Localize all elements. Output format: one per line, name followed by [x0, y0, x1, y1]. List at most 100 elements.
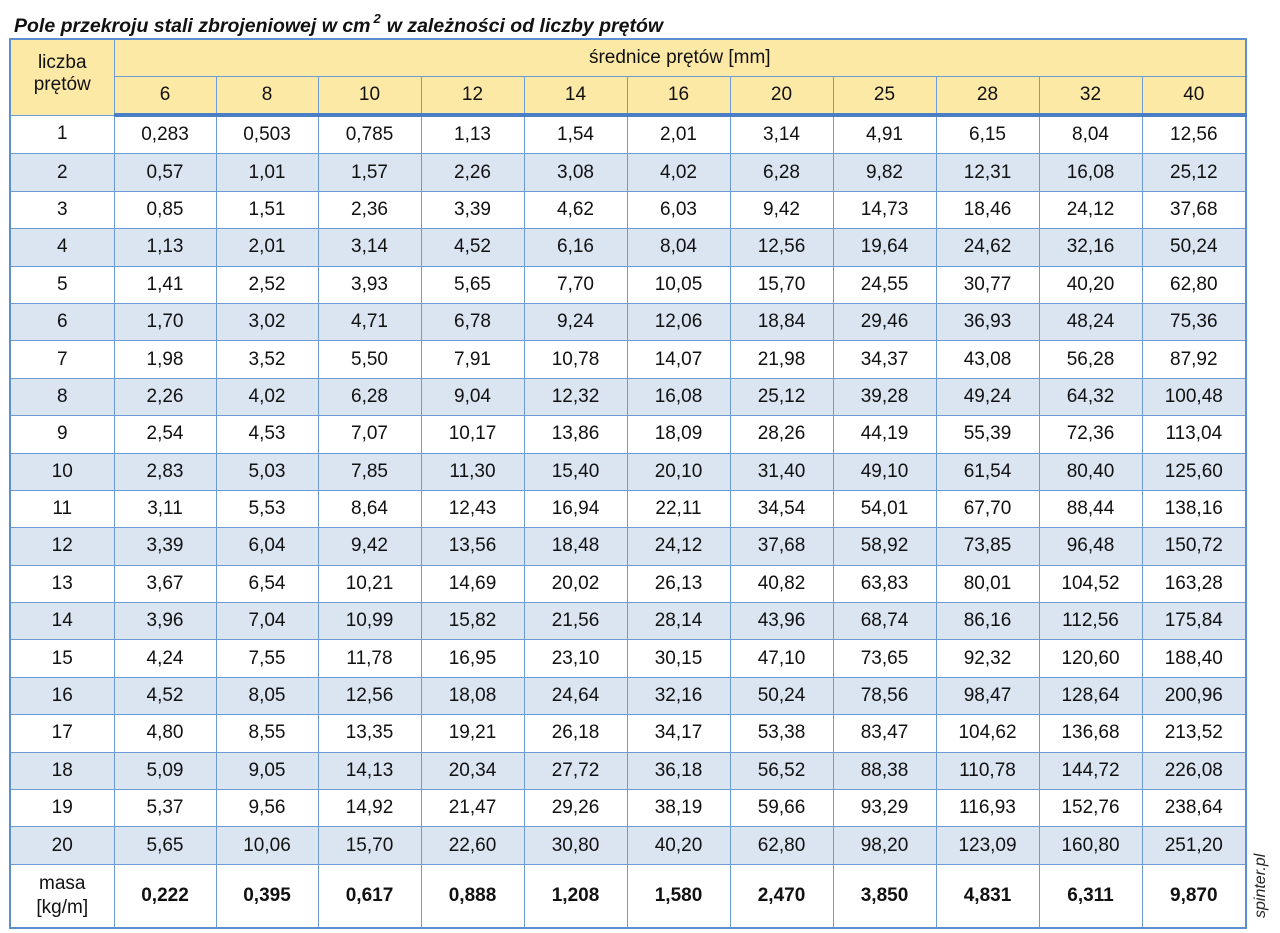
- area-value-cell: 251,20: [1141, 826, 1247, 865]
- diameter-header-cell: 14: [523, 76, 628, 117]
- area-value-cell: 24,64: [523, 676, 628, 716]
- area-value-cell: 32,16: [1038, 228, 1143, 267]
- area-value-cell: 188,40: [1141, 639, 1247, 678]
- area-value-cell: 18,84: [729, 302, 834, 342]
- area-value-cell: 14,13: [317, 751, 422, 791]
- mass-value-cell: 0,395: [215, 863, 319, 929]
- area-value-cell: 15,70: [729, 265, 834, 304]
- area-value-cell: 29,26: [523, 789, 628, 828]
- area-value-cell: 1,01: [215, 153, 319, 192]
- bar-count-cell: 3: [9, 190, 115, 230]
- area-value-cell: 10,21: [317, 564, 422, 604]
- diameter-header-cell: 25: [832, 76, 937, 117]
- area-value-cell: 200,96: [1141, 676, 1247, 716]
- area-value-cell: 26,13: [626, 564, 731, 604]
- area-value-cell: 9,42: [317, 527, 422, 566]
- bar-count-cell: 11: [9, 489, 115, 529]
- area-value-cell: 53,38: [729, 714, 834, 753]
- area-value-cell: 16,08: [1038, 153, 1143, 192]
- area-value-cell: 226,08: [1141, 751, 1247, 791]
- area-value-cell: 1,13: [420, 114, 525, 155]
- table-row: 18 5,09 9,05 14,13 20,34 27,72 36,18 56,52 88,38…: [9, 751, 1247, 791]
- area-value-cell: 6,15: [935, 114, 1040, 155]
- area-value-cell: 3,96: [113, 602, 217, 641]
- area-value-cell: 49,24: [935, 377, 1040, 417]
- area-value-cell: 160,80: [1038, 826, 1143, 865]
- area-value-cell: 86,16: [935, 602, 1040, 641]
- table-row: 13 3,67 6,54 10,21 14,69 20,02 26,13 40,82 63,83…: [9, 564, 1247, 604]
- area-value-cell: 4,52: [420, 228, 525, 267]
- area-value-cell: 12,31: [935, 153, 1040, 192]
- area-value-cell: 18,48: [523, 527, 628, 566]
- area-value-cell: 138,16: [1141, 489, 1247, 529]
- area-value-cell: 88,44: [1038, 489, 1143, 529]
- area-value-cell: 116,93: [935, 789, 1040, 828]
- area-value-cell: 15,82: [420, 602, 525, 641]
- area-value-cell: 24,55: [832, 265, 937, 304]
- area-value-cell: 50,24: [1141, 228, 1247, 267]
- table-row: 6 1,70 3,02 4,71 6,78 9,24 12,06 18,84 29,46 36,9…: [9, 302, 1247, 342]
- area-value-cell: 14,07: [626, 340, 731, 379]
- area-value-cell: 54,01: [832, 489, 937, 529]
- diameter-header-cell: 8: [215, 76, 319, 117]
- area-value-cell: 37,68: [729, 527, 834, 566]
- area-value-cell: 110,78: [935, 751, 1040, 791]
- area-value-cell: 22,11: [626, 489, 731, 529]
- area-value-cell: 13,35: [317, 714, 422, 753]
- table-row: 15 4,24 7,55 11,78 16,95 23,10 30,15 47,10 73,65…: [9, 639, 1247, 678]
- area-value-cell: 27,72: [523, 751, 628, 791]
- area-value-cell: 12,56: [1141, 114, 1247, 155]
- area-value-cell: 93,29: [832, 789, 937, 828]
- diameter-header-cell: 40: [1141, 76, 1247, 117]
- area-value-cell: 4,02: [215, 377, 319, 417]
- area-value-cell: 23,10: [523, 639, 628, 678]
- area-value-cell: 14,73: [832, 190, 937, 230]
- area-value-cell: 13,86: [523, 415, 628, 454]
- area-value-cell: 6,28: [317, 377, 422, 417]
- area-value-cell: 9,24: [523, 302, 628, 342]
- area-value-cell: 1,57: [317, 153, 422, 192]
- area-value-cell: 2,26: [420, 153, 525, 192]
- area-value-cell: 113,04: [1141, 415, 1247, 454]
- area-value-cell: 73,85: [935, 527, 1040, 566]
- bar-count-cell: 2: [9, 153, 115, 192]
- area-value-cell: 14,69: [420, 564, 525, 604]
- table-row: 7 1,98 3,52 5,50 7,91 10,78 14,07 21,98 34,37 43,…: [9, 340, 1247, 379]
- area-value-cell: 8,64: [317, 489, 422, 529]
- area-value-cell: 4,62: [523, 190, 628, 230]
- area-value-cell: 20,02: [523, 564, 628, 604]
- row-count-header-line1: liczba: [37, 52, 87, 74]
- area-value-cell: 16,95: [420, 639, 525, 678]
- area-value-cell: 40,82: [729, 564, 834, 604]
- area-value-cell: 5,53: [215, 489, 319, 529]
- area-value-cell: 7,04: [215, 602, 319, 641]
- area-value-cell: 3,67: [113, 564, 217, 604]
- bar-count-cell: 12: [9, 527, 115, 566]
- area-value-cell: 1,70: [113, 302, 217, 342]
- area-value-cell: 58,92: [832, 527, 937, 566]
- diameter-header-cell: 10: [317, 76, 422, 117]
- table-row: 20 5,65 10,06 15,70 22,60 30,80 40,20 62,80 98,2…: [9, 826, 1247, 865]
- area-value-cell: 4,80: [113, 714, 217, 753]
- area-value-cell: 34,17: [626, 714, 731, 753]
- area-value-cell: 2,01: [215, 228, 319, 267]
- diameters-caption: średnice prętów [mm]: [113, 38, 1247, 77]
- area-value-cell: 0,283: [113, 114, 217, 155]
- bar-count-cell: 14: [9, 602, 115, 641]
- area-value-cell: 0,503: [215, 114, 319, 155]
- mass-value-cell: 9,870: [1141, 863, 1247, 929]
- area-value-cell: 28,14: [626, 602, 731, 641]
- area-value-cell: 62,80: [1141, 265, 1247, 304]
- area-value-cell: 3,39: [420, 190, 525, 230]
- area-value-cell: 10,05: [626, 265, 731, 304]
- area-value-cell: 30,77: [935, 265, 1040, 304]
- area-value-cell: 61,54: [935, 452, 1040, 491]
- area-value-cell: 20,34: [420, 751, 525, 791]
- diameter-header-cell: 28: [935, 76, 1040, 117]
- area-value-cell: 2,01: [626, 114, 731, 155]
- area-value-cell: 48,24: [1038, 302, 1143, 342]
- area-value-cell: 87,92: [1141, 340, 1247, 379]
- area-value-cell: 1,13: [113, 228, 217, 267]
- mass-value-cell: 1,208: [523, 863, 628, 929]
- area-value-cell: 152,76: [1038, 789, 1143, 828]
